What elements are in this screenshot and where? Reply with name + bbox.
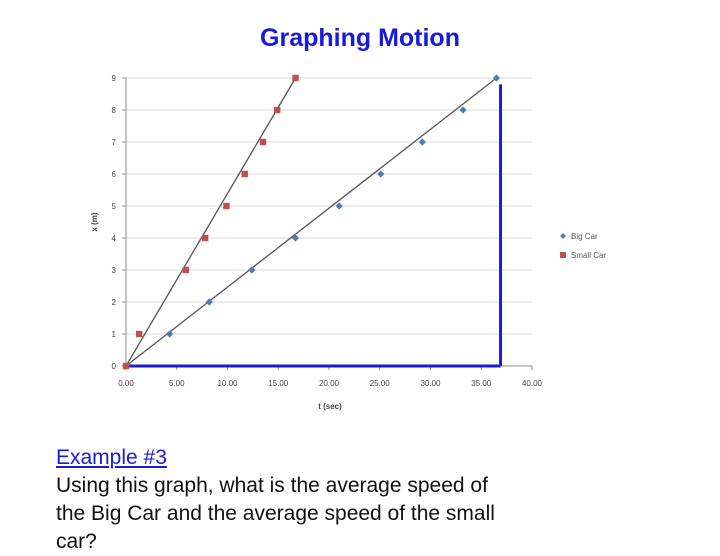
x-tick-label: 35.00 (471, 379, 492, 388)
small-car-trendline (125, 77, 297, 367)
slide-title: Graphing Motion (260, 24, 460, 52)
big-car-point (377, 170, 385, 178)
big-car-point (205, 298, 213, 306)
x-tick-label: 30.00 (420, 379, 441, 388)
small-car-point (241, 170, 248, 178)
data-points (122, 74, 501, 370)
small-car-point (201, 234, 209, 242)
x-tick-label: 20.00 (319, 379, 340, 388)
big-car-point (166, 330, 174, 338)
x-tick-label: 15.00 (268, 379, 289, 388)
big-car-point (492, 74, 501, 82)
example-block: Example #3 Using this graph, what is the… (56, 444, 676, 556)
x-tick-label: 10.00 (217, 379, 238, 388)
big-car-point (291, 234, 300, 242)
x-tick-label: 40.00 (522, 379, 543, 388)
y-axis-label: x (m) (90, 212, 99, 231)
big-car-trendline (125, 77, 497, 367)
big-car-point (418, 138, 426, 146)
small-car-point (135, 330, 143, 338)
big-car-point (459, 106, 467, 114)
motion-chart: 0 1 2 3 4 5 6 7 8 9 0.00 5.00 10.00 15.00 20.00 25.00 30… (90, 74, 606, 411)
x-tick-label: 0.00 (118, 379, 134, 388)
y-tick-label: 4 (112, 234, 117, 243)
y-tick-label: 8 (112, 106, 117, 115)
big-car-point (335, 202, 343, 210)
small-car-point (259, 138, 267, 146)
legend-small-car-label: Small Car (571, 251, 606, 260)
x-tick-label: 5.00 (169, 379, 185, 388)
legend-small-car-marker (560, 252, 566, 258)
annotation-lines (126, 84, 503, 368)
y-tick-label: 2 (112, 298, 117, 307)
small-car-point (182, 266, 190, 274)
y-tick-label: 5 (112, 202, 117, 211)
y-tick-label: 0 (112, 362, 117, 371)
y-tick-label: 3 (112, 266, 117, 275)
legend-big-car-label: Big Car (571, 232, 598, 241)
small-car-point (292, 74, 299, 82)
x-tick-label: 25.00 (370, 379, 391, 388)
y-tick-label: 1 (112, 330, 117, 339)
trendlines (125, 77, 497, 367)
small-car-point (122, 362, 130, 370)
example-heading: Example #3 (56, 446, 167, 469)
small-car-point (223, 202, 230, 210)
legend: Big Car Small Car (560, 232, 606, 260)
y-tick-label: 9 (112, 74, 117, 83)
gridlines (126, 77, 532, 335)
small-car-point (274, 106, 281, 114)
axes (122, 77, 533, 370)
y-tick-label: 7 (112, 138, 117, 147)
legend-big-car-marker (560, 233, 566, 239)
big-car-point (248, 266, 256, 274)
y-tick-label: 6 (112, 170, 117, 179)
tick-labels: 0 1 2 3 4 5 6 7 8 9 0.00 5.00 10.00 15.00 20.00 25.00 30… (112, 74, 543, 388)
x-axis-label: t (sec) (318, 402, 342, 411)
example-question: Using this graph, what is the average sp… (56, 474, 495, 553)
